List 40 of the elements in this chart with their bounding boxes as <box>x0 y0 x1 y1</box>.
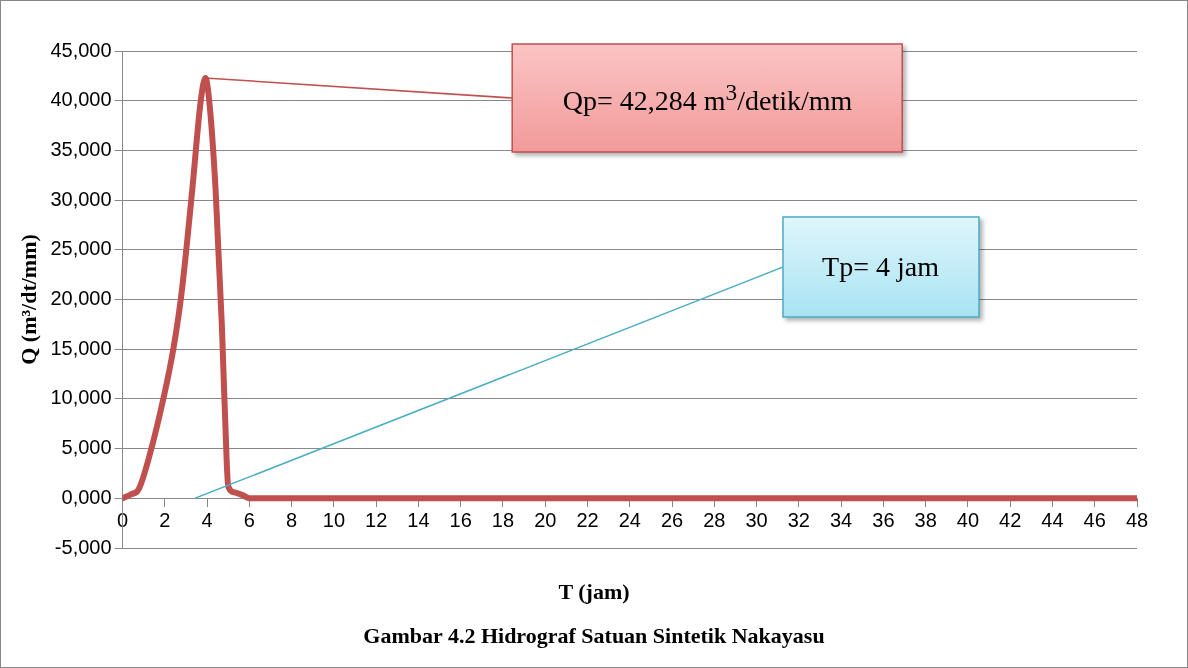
x-tick-label: 40 <box>956 508 980 531</box>
y-tick-label: 35,000 <box>50 137 112 160</box>
y-axis-title: Q (m³/dt/mm) <box>15 234 41 365</box>
x-tick-label: 2 <box>159 508 171 531</box>
x-tick-label: 28 <box>703 508 726 531</box>
x-tick-label: 4 <box>201 508 213 531</box>
x-tick-label: 46 <box>1083 508 1106 531</box>
y-tick-label: 10,000 <box>50 386 112 409</box>
x-axis-title: T (jam) <box>557 579 631 605</box>
x-tick-label: 14 <box>407 508 430 531</box>
x-tick-label: 30 <box>745 508 768 531</box>
x-tick-label: 34 <box>830 508 853 531</box>
x-tick-label: 24 <box>618 508 641 531</box>
x-tick-label: 48 <box>1125 508 1149 531</box>
x-tick-label: 6 <box>243 508 255 531</box>
y-tick-label: 5,000 <box>61 436 112 459</box>
y-tick-label: 25,000 <box>50 237 112 260</box>
x-tick-label: 12 <box>365 508 388 531</box>
x-tick-label: 10 <box>322 508 346 531</box>
y-tick-label: -5,000 <box>54 535 112 558</box>
x-tick-label: 8 <box>286 508 298 531</box>
x-tick-label: 18 <box>491 508 515 531</box>
text: Gambar 4.2 Hidrograf Satuan Sintetik Nakayasu <box>362 623 826 649</box>
y-tick-label: 15,000 <box>50 336 112 359</box>
x-tick-label: 20 <box>534 508 557 531</box>
x-tick-label: 36 <box>872 508 895 531</box>
x-tick-label: 38 <box>914 508 937 531</box>
x-tick-label: 44 <box>1041 508 1064 531</box>
x-tick-label: 32 <box>787 508 810 531</box>
y-tick-label: 30,000 <box>50 187 112 210</box>
y-tick-label: 0,000 <box>61 485 112 508</box>
y-tick-label: 40,000 <box>50 88 112 111</box>
annotation: Qp= 42,284 m$^{3}$/detik/mm <box>562 78 853 118</box>
y-tick-label: 20,000 <box>50 287 112 310</box>
y-tick-label: 45,000 <box>50 38 112 61</box>
x-tick-label: 16 <box>449 508 472 531</box>
x-tick-label: 26 <box>660 508 684 531</box>
x-tick-label: 42 <box>999 508 1022 531</box>
annotation: Tp= 4 jam <box>822 251 939 283</box>
x-tick-label: 22 <box>576 508 599 531</box>
